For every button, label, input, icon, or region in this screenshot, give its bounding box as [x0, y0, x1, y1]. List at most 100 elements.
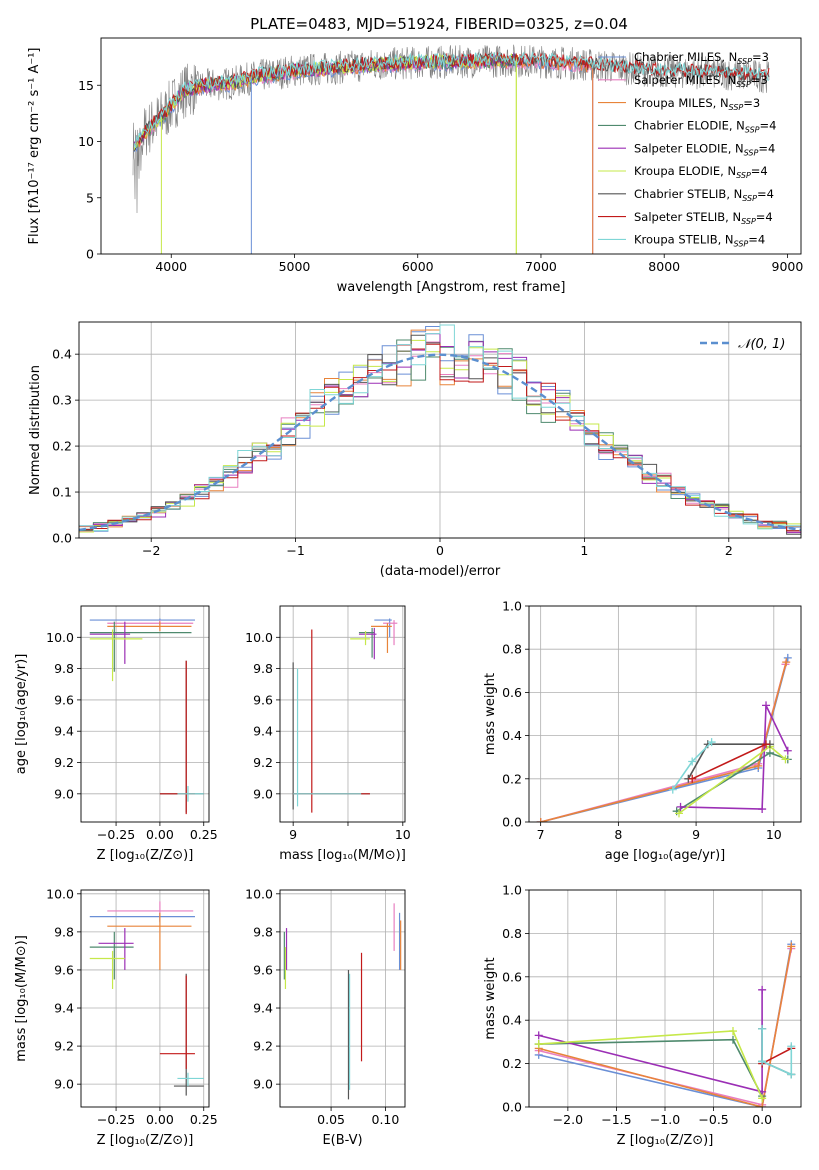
data-point-kroupa-elodie — [89, 629, 143, 682]
x-axis-label: mass [log₁₀(M/M⊙)] — [279, 848, 406, 863]
axes-frame — [80, 605, 210, 823]
data-point-kroupa-elodie — [89, 950, 125, 989]
x-tick-label: 9 — [692, 827, 700, 842]
y-tick-label: 9.2 — [54, 755, 74, 770]
plus-marker — [758, 1024, 767, 1033]
x-tick-label: 8000 — [648, 259, 680, 274]
data-point-salpeter-stelib — [293, 629, 370, 813]
y-tick-label: 9.8 — [253, 661, 273, 676]
y-tick-label: 0.0 — [502, 815, 522, 830]
data-point-kroupa-stelib — [177, 1072, 204, 1087]
legend: Chabrier MILES, NSSP=3 Salpeter MILES, NS… — [598, 50, 776, 249]
legend-item: Salpeter MILES, NSSP=3 — [598, 73, 768, 89]
series-line-chabrier-elodie — [538, 1038, 763, 1097]
plot-area — [89, 618, 204, 815]
plus-marker — [729, 1035, 737, 1044]
data-point-kroupa-stelib — [177, 786, 204, 802]
x-axis-label: Z [log₁₀(Z/Z⊙)] — [97, 1133, 194, 1148]
weight-vs-metallicity-panel: −2.0 −1.5 −1.0 −0.5 0.0 0.0 0.2 0.4 0.6 0.8 1.0 Z [… — [483, 883, 802, 1148]
plus-marker — [536, 818, 545, 822]
data-point-salpeter-stelib — [159, 660, 195, 815]
x-tick-label: 5000 — [279, 259, 311, 274]
data-point-chabrier-miles — [89, 618, 195, 625]
x-tick-label: −2 — [142, 543, 160, 558]
data-point-chabrier-stelib — [173, 973, 204, 1096]
data-point-chabrier-miles — [374, 618, 392, 638]
x-tick-label: 0.0 — [752, 1112, 772, 1127]
data-point-salpeter-stelib — [159, 975, 195, 1069]
legend-label: Kroupa ELODIE, NSSP=4 — [634, 164, 768, 180]
y-tick-label: 0.2 — [502, 771, 522, 786]
data-point-kroupa-miles — [107, 912, 192, 970]
legend-label: Chabrier ELODIE, NSSP=4 — [634, 119, 776, 135]
legend-label: Chabrier STELIB, NSSP=4 — [634, 187, 774, 203]
legend-item: Chabrier STELIB, NSSP=4 — [598, 187, 774, 203]
plus-marker — [534, 1040, 543, 1049]
y-tick-label: 9.8 — [253, 924, 273, 939]
series-line-kroupa-miles — [540, 661, 787, 822]
x-tick-label: 0.00 — [146, 827, 174, 842]
x-tick-label: 7 — [537, 827, 545, 842]
plot-area — [536, 653, 792, 822]
x-axis-label: E(B-V) — [322, 1133, 362, 1148]
plus-marker — [758, 1057, 767, 1066]
residuals-panel: −2 −1 0 1 2 0.0 0.1 0.2 0.3 0.4 (data-model)/error… — [28, 321, 802, 579]
plus-marker — [781, 755, 790, 764]
y-tick-label: 1.0 — [502, 599, 522, 614]
mass-vs-metallicity-panel: −0.25 0.00 0.25 9.0 9.2 9.4 9.6 9.8 10.0 Z [log₁₀… — [14, 886, 218, 1148]
y-tick-label: 9.6 — [253, 962, 273, 977]
series-line-salpeter-miles — [540, 664, 787, 822]
model-line-kroupa-elodie — [133, 52, 517, 254]
model-line-kroupa-stelib — [133, 50, 770, 149]
plot-area — [534, 940, 796, 1107]
x-tick-label: 8 — [614, 827, 622, 842]
y-tick-label: 15 — [78, 78, 94, 93]
x-tick-label: 0.05 — [317, 1112, 345, 1127]
y-tick-label: 9.8 — [54, 661, 74, 676]
y-tick-label: 5 — [86, 190, 94, 205]
series-line-salpeter-elodie — [680, 705, 789, 810]
y-tick-label: 9.6 — [54, 692, 74, 707]
plus-marker — [758, 1094, 767, 1103]
y-tick-label: 9.4 — [54, 1001, 74, 1016]
data-point-salpeter-miles — [107, 620, 194, 630]
x-tick-label: −1 — [286, 543, 304, 558]
y-tick-label: 9.0 — [253, 786, 273, 801]
plus-marker — [762, 740, 771, 749]
x-axis-label: wavelength [Angstrom, rest frame] — [337, 280, 566, 295]
legend-item: Salpeter STELIB, NSSP=4 — [598, 210, 773, 226]
legend-label: 𝒩(0, 1) — [738, 337, 785, 352]
data-point-kroupa-elodie — [350, 631, 370, 646]
y-tick-label: 9.0 — [253, 1077, 273, 1092]
data-point-salpeter-elodie — [98, 928, 134, 970]
data-point-salpeter-elodie — [89, 621, 131, 664]
y-tick-label: 0.6 — [502, 685, 522, 700]
x-tick-label: 9 — [289, 827, 297, 842]
x-tick-label: 4000 — [155, 259, 187, 274]
data-point-chabrier-miles — [89, 912, 195, 923]
plus-marker — [762, 701, 771, 710]
y-axis-label: mass weight — [483, 957, 498, 1039]
legend-label: Salpeter ELODIE, NSSP=4 — [634, 141, 775, 157]
plus-marker — [783, 653, 792, 662]
series-line-chabrier-miles — [540, 657, 789, 822]
y-tick-label: 9.2 — [54, 1039, 74, 1054]
plus-marker — [534, 1031, 543, 1040]
y-tick-label: 9.2 — [253, 1039, 273, 1054]
y-tick-label: 0.4 — [52, 347, 72, 362]
plus-marker — [729, 1027, 737, 1036]
x-tick-label: 0 — [436, 543, 444, 558]
x-tick-label: 0.10 — [372, 1112, 400, 1127]
series-line-kroupa-stelib — [761, 1028, 793, 1076]
y-tick-label: 0.8 — [502, 926, 522, 941]
x-tick-label: 0.25 — [190, 1112, 218, 1127]
data-point-kroupa-stelib — [293, 668, 362, 807]
spectrum-data-line — [132, 44, 770, 214]
x-tick-label: −0.25 — [97, 827, 135, 842]
y-tick-label: 9.4 — [253, 724, 273, 739]
x-tick-label: 1 — [580, 543, 588, 558]
x-tick-label: −2.0 — [553, 1112, 583, 1127]
spectrum-panel: 4000 5000 6000 7000 8000 9000 0 5 10 15 wavelength… — [27, 15, 803, 295]
plus-marker — [676, 802, 685, 811]
y-axis-label: mass weight — [483, 673, 498, 755]
